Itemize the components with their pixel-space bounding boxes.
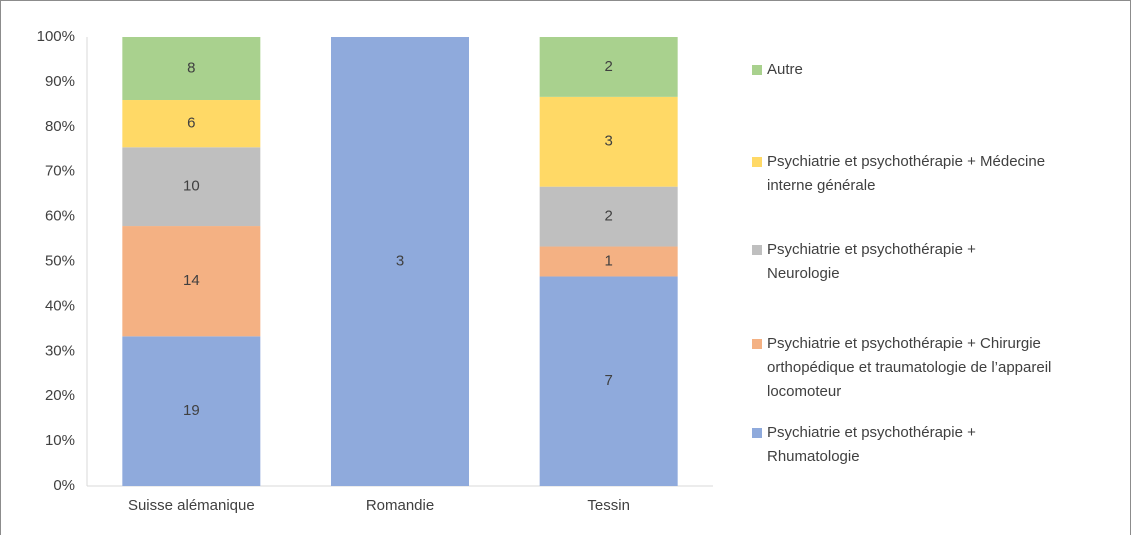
data-label: 8 <box>187 59 195 76</box>
y-tick-label: 60% <box>45 208 75 225</box>
legend-swatch <box>752 157 762 167</box>
y-tick-label: 20% <box>45 387 75 404</box>
x-tick-label: Romandie <box>366 497 434 514</box>
data-label: 7 <box>604 372 612 389</box>
y-tick-label: 0% <box>53 477 75 494</box>
data-label: 3 <box>396 252 404 269</box>
bar-segment <box>539 37 678 97</box>
bar-segment <box>122 226 261 337</box>
legend-label: Psychiatrie et psychothérapie + Chirurgi… <box>767 335 1052 400</box>
x-tick-label: Tessin <box>587 497 630 514</box>
data-label: 3 <box>604 133 612 150</box>
bar-segment <box>331 37 469 486</box>
bar-segment <box>122 336 261 486</box>
legend-label: Psychiatrie et psychothérapie + Médecine… <box>767 153 1046 194</box>
legend-swatch <box>752 245 762 255</box>
y-tick-label: 70% <box>45 163 75 180</box>
bar-segment <box>122 100 261 148</box>
data-label: 6 <box>187 115 195 132</box>
data-label: 1 <box>604 252 612 269</box>
legend-item: Psychiatrie et psychothérapie + Rhumatol… <box>752 421 1067 469</box>
y-tick-label: 90% <box>45 73 75 90</box>
data-label: 14 <box>183 272 200 289</box>
legend-label: Autre <box>767 61 803 78</box>
bar-segment <box>539 276 678 486</box>
y-tick-label: 10% <box>45 432 75 449</box>
legend-item: Autre <box>752 58 1067 82</box>
legend-label: Psychiatrie et psychothérapie + Rhumatol… <box>767 424 976 465</box>
data-label: 19 <box>183 402 200 419</box>
bar-segment <box>539 246 678 277</box>
legend-item: Psychiatrie et psychothérapie + Neurolog… <box>752 238 1037 286</box>
y-tick-label: 40% <box>45 297 75 314</box>
y-tick-label: 80% <box>45 118 75 135</box>
y-tick-label: 30% <box>45 342 75 359</box>
data-label: 2 <box>604 208 612 225</box>
legend-item: Psychiatrie et psychothérapie + Chirurgi… <box>752 332 1122 404</box>
bar-segment <box>539 96 678 187</box>
legend-label: Psychiatrie et psychothérapie + Neurolog… <box>767 241 976 282</box>
legend-swatch <box>752 65 762 75</box>
y-tick-label: 100% <box>37 28 75 45</box>
bar-segment <box>122 147 261 227</box>
bar-segment <box>122 37 261 101</box>
data-label: 10 <box>183 178 200 195</box>
legend-swatch <box>752 339 762 349</box>
bar-segment <box>539 186 678 247</box>
data-label: 2 <box>604 58 612 75</box>
legend-item: Psychiatrie et psychothérapie + Médecine… <box>752 150 1067 198</box>
legend-swatch <box>752 428 762 438</box>
x-tick-label: Suisse alémanique <box>128 497 255 514</box>
y-tick-label: 50% <box>45 252 75 269</box>
